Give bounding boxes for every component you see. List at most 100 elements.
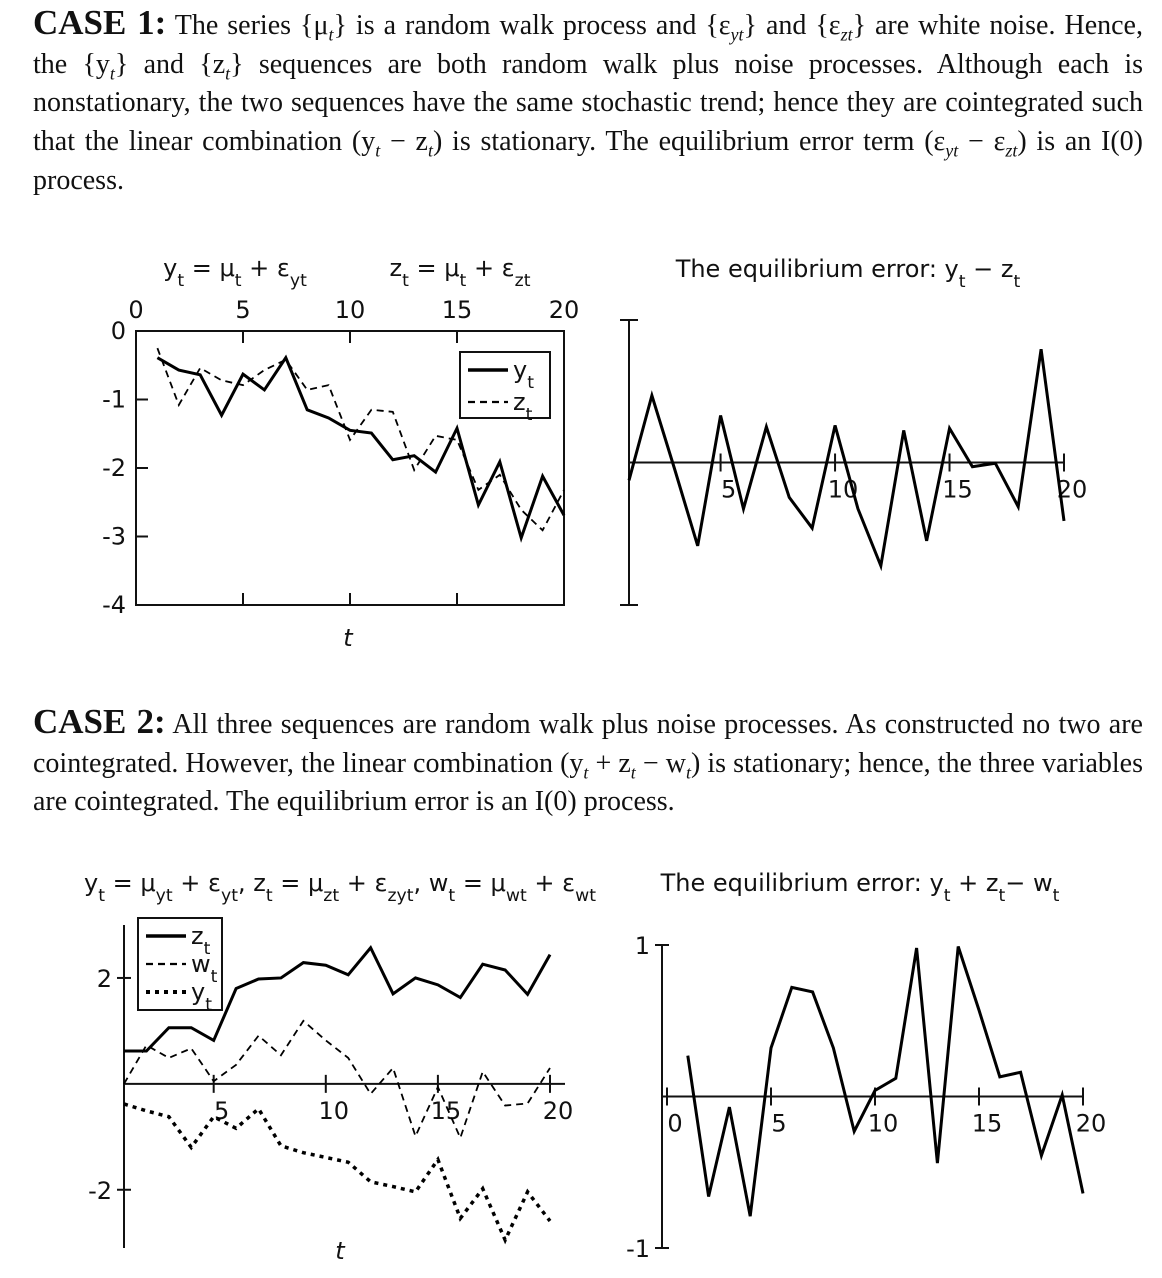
- chart-title: yt = μt + εyt: [163, 254, 307, 291]
- y-tick-label: -4: [102, 591, 126, 619]
- y-tick-label: -2: [88, 1177, 112, 1205]
- x-tick-label: 15: [431, 1097, 462, 1125]
- text-run: − z: [380, 126, 428, 158]
- subscript: yt: [221, 886, 238, 906]
- text-run: + ε: [527, 869, 575, 897]
- series-line: [156, 347, 565, 532]
- x-tick-label: 20: [549, 296, 580, 324]
- text-run: + z: [950, 869, 998, 897]
- subscript: zt: [1005, 140, 1018, 161]
- x-axis-label: t: [343, 624, 354, 652]
- text-run: z: [390, 254, 403, 282]
- text-run: } and {z: [114, 48, 226, 80]
- subscript: yt: [156, 886, 173, 906]
- text-run: ) is stationary. The equilibrium error t…: [432, 126, 946, 158]
- text-run: + ε: [242, 254, 290, 282]
- subscript: yt: [730, 24, 744, 45]
- x-tick-label: 15: [942, 476, 973, 504]
- subscript: t: [235, 271, 242, 291]
- y-tick-label: 1: [635, 932, 650, 960]
- subscript: t: [225, 63, 231, 84]
- y-tick-label: -1: [626, 1235, 650, 1263]
- text-run: The series {μ: [174, 10, 329, 41]
- subscript: t: [630, 762, 636, 783]
- series-line: [124, 945, 552, 1053]
- subscript: t: [526, 405, 533, 425]
- series-line: [123, 1019, 551, 1141]
- subscript: yt: [945, 140, 959, 161]
- text-run: } sequences are both random walk plus no…: [33, 48, 1144, 158]
- subscript: zt: [515, 271, 531, 291]
- x-tick-label: 10: [335, 296, 366, 324]
- legend-label: zt: [191, 922, 211, 959]
- series-line: [123, 1102, 552, 1245]
- series-line: [627, 348, 1066, 572]
- series-line: [686, 946, 1085, 1217]
- case2-text: CASE 2: All three sequences are random w…: [33, 702, 1144, 822]
- text-run: + ε: [466, 254, 514, 282]
- subscript: t: [944, 886, 951, 906]
- case1-text: CASE 1: The series {μt} is a random walk…: [33, 3, 1144, 201]
- subscript: t: [375, 140, 381, 161]
- subscript: t: [266, 886, 273, 906]
- text-run: w: [191, 950, 211, 978]
- subscript: t: [109, 63, 115, 84]
- subscript: t: [328, 24, 334, 45]
- text-run: , z: [238, 869, 266, 897]
- text-run: = μ: [273, 869, 324, 897]
- text-run: All three sequences are random walk plus…: [33, 709, 1143, 779]
- subscript: t: [98, 886, 105, 906]
- x-tick-label: 5: [214, 1097, 229, 1125]
- text-run: ) is stationary; hence, the three variab…: [33, 747, 1144, 818]
- case-heading: CASE 2:: [33, 702, 166, 741]
- text-run: z: [513, 388, 526, 416]
- subscript: t: [998, 886, 1005, 906]
- chart-title: yt = μyt + εyt, zt = μzt + εzyt, wt = μw…: [84, 869, 596, 906]
- text-run: } are white noise. Hence, the {y: [33, 10, 1143, 80]
- text-run: = μ: [409, 254, 460, 282]
- chart-title: The equilibrium error: yt − zt: [675, 255, 1021, 292]
- text-run: } and {ε: [743, 10, 841, 41]
- subscript: t: [177, 271, 184, 291]
- y-tick-label: 2: [97, 965, 112, 993]
- y-tick-label: -3: [102, 523, 126, 551]
- text-run: y: [513, 356, 527, 384]
- text-run: ) is an I(0) process.: [33, 126, 1144, 196]
- subscript: wt: [506, 886, 527, 906]
- subscript: t: [527, 373, 534, 393]
- text-run: y: [84, 869, 98, 897]
- series-line: [156, 354, 566, 543]
- legend-label: zt: [513, 388, 533, 425]
- x-tick-label: 0: [128, 296, 143, 324]
- text-run: z: [191, 922, 204, 950]
- subscript: zt: [323, 886, 339, 906]
- x-axis-label: t: [335, 1237, 346, 1265]
- legend-label: wt: [191, 950, 218, 987]
- subscript: t: [1053, 886, 1060, 906]
- subscript: yt: [290, 271, 307, 291]
- text-run: The equilibrium error: y: [660, 869, 944, 897]
- text-run: y: [191, 978, 205, 1006]
- subscript: t: [959, 272, 966, 292]
- subscript: t: [448, 886, 455, 906]
- legend-label: yt: [513, 356, 534, 393]
- x-tick-label: 20: [543, 1097, 574, 1125]
- subscript: zyt: [387, 886, 413, 906]
- text-run: } is a random walk process and {ε: [333, 10, 731, 41]
- y-tick-label: -1: [102, 386, 126, 414]
- x-tick-label: 15: [972, 1110, 1003, 1138]
- text-run: − z: [966, 255, 1014, 283]
- text-run: , w: [414, 869, 449, 897]
- subscript: t: [205, 995, 212, 1015]
- subscript: t: [685, 762, 691, 783]
- subscript: t: [1014, 272, 1021, 292]
- text-run: − ε: [958, 126, 1006, 158]
- text-run: The equilibrium error: y: [675, 255, 959, 283]
- subscript: t: [583, 762, 589, 783]
- text-run: + ε: [173, 869, 221, 897]
- x-tick-label: 0: [667, 1110, 682, 1138]
- text-run: + z: [588, 747, 631, 779]
- chart-title: The equilibrium error: yt + zt− wt: [660, 869, 1060, 906]
